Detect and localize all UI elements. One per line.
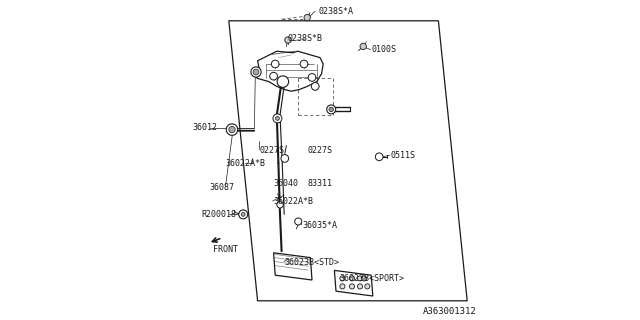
Circle shape [357,276,362,281]
Circle shape [241,212,245,216]
Circle shape [308,74,316,81]
Circle shape [295,218,302,225]
Text: 36023B<STD>: 36023B<STD> [285,258,340,267]
Circle shape [329,107,333,112]
Circle shape [312,83,319,90]
Circle shape [360,43,367,50]
Circle shape [349,284,355,289]
Circle shape [340,276,345,281]
Circle shape [270,72,278,80]
Circle shape [285,37,291,43]
Circle shape [304,14,310,21]
Circle shape [273,114,282,123]
Circle shape [229,126,236,133]
Circle shape [271,60,279,68]
Circle shape [362,276,367,281]
Text: 36087: 36087 [210,183,235,192]
Text: 0238S*A: 0238S*A [319,7,353,16]
Circle shape [327,105,336,114]
Text: 36022A*B: 36022A*B [274,197,314,206]
Circle shape [239,210,248,219]
Circle shape [376,153,383,161]
Circle shape [340,284,345,289]
Text: 0100S: 0100S [371,45,396,54]
Text: 36023B<SPORT>: 36023B<SPORT> [339,274,404,283]
Text: 0227S: 0227S [307,146,332,155]
Circle shape [349,276,355,281]
Circle shape [277,202,283,208]
Text: 83311: 83311 [307,180,332,188]
Text: 0238S*B: 0238S*B [288,34,323,43]
Circle shape [227,124,238,135]
Text: 36040: 36040 [274,180,299,188]
Circle shape [251,67,261,77]
Text: FRONT: FRONT [212,245,238,254]
Text: 0511S: 0511S [390,151,415,160]
Circle shape [300,60,308,68]
Text: 36035*A: 36035*A [302,221,337,230]
Text: A363001312: A363001312 [422,307,476,316]
Circle shape [277,76,289,87]
Text: 36022A*B: 36022A*B [226,159,266,168]
Circle shape [281,155,289,162]
Circle shape [365,284,370,289]
Text: R200018: R200018 [202,210,237,219]
Text: 0227S: 0227S [259,146,284,155]
Text: 36012: 36012 [192,124,217,132]
Circle shape [253,69,259,75]
Circle shape [275,116,280,120]
Circle shape [357,284,362,289]
